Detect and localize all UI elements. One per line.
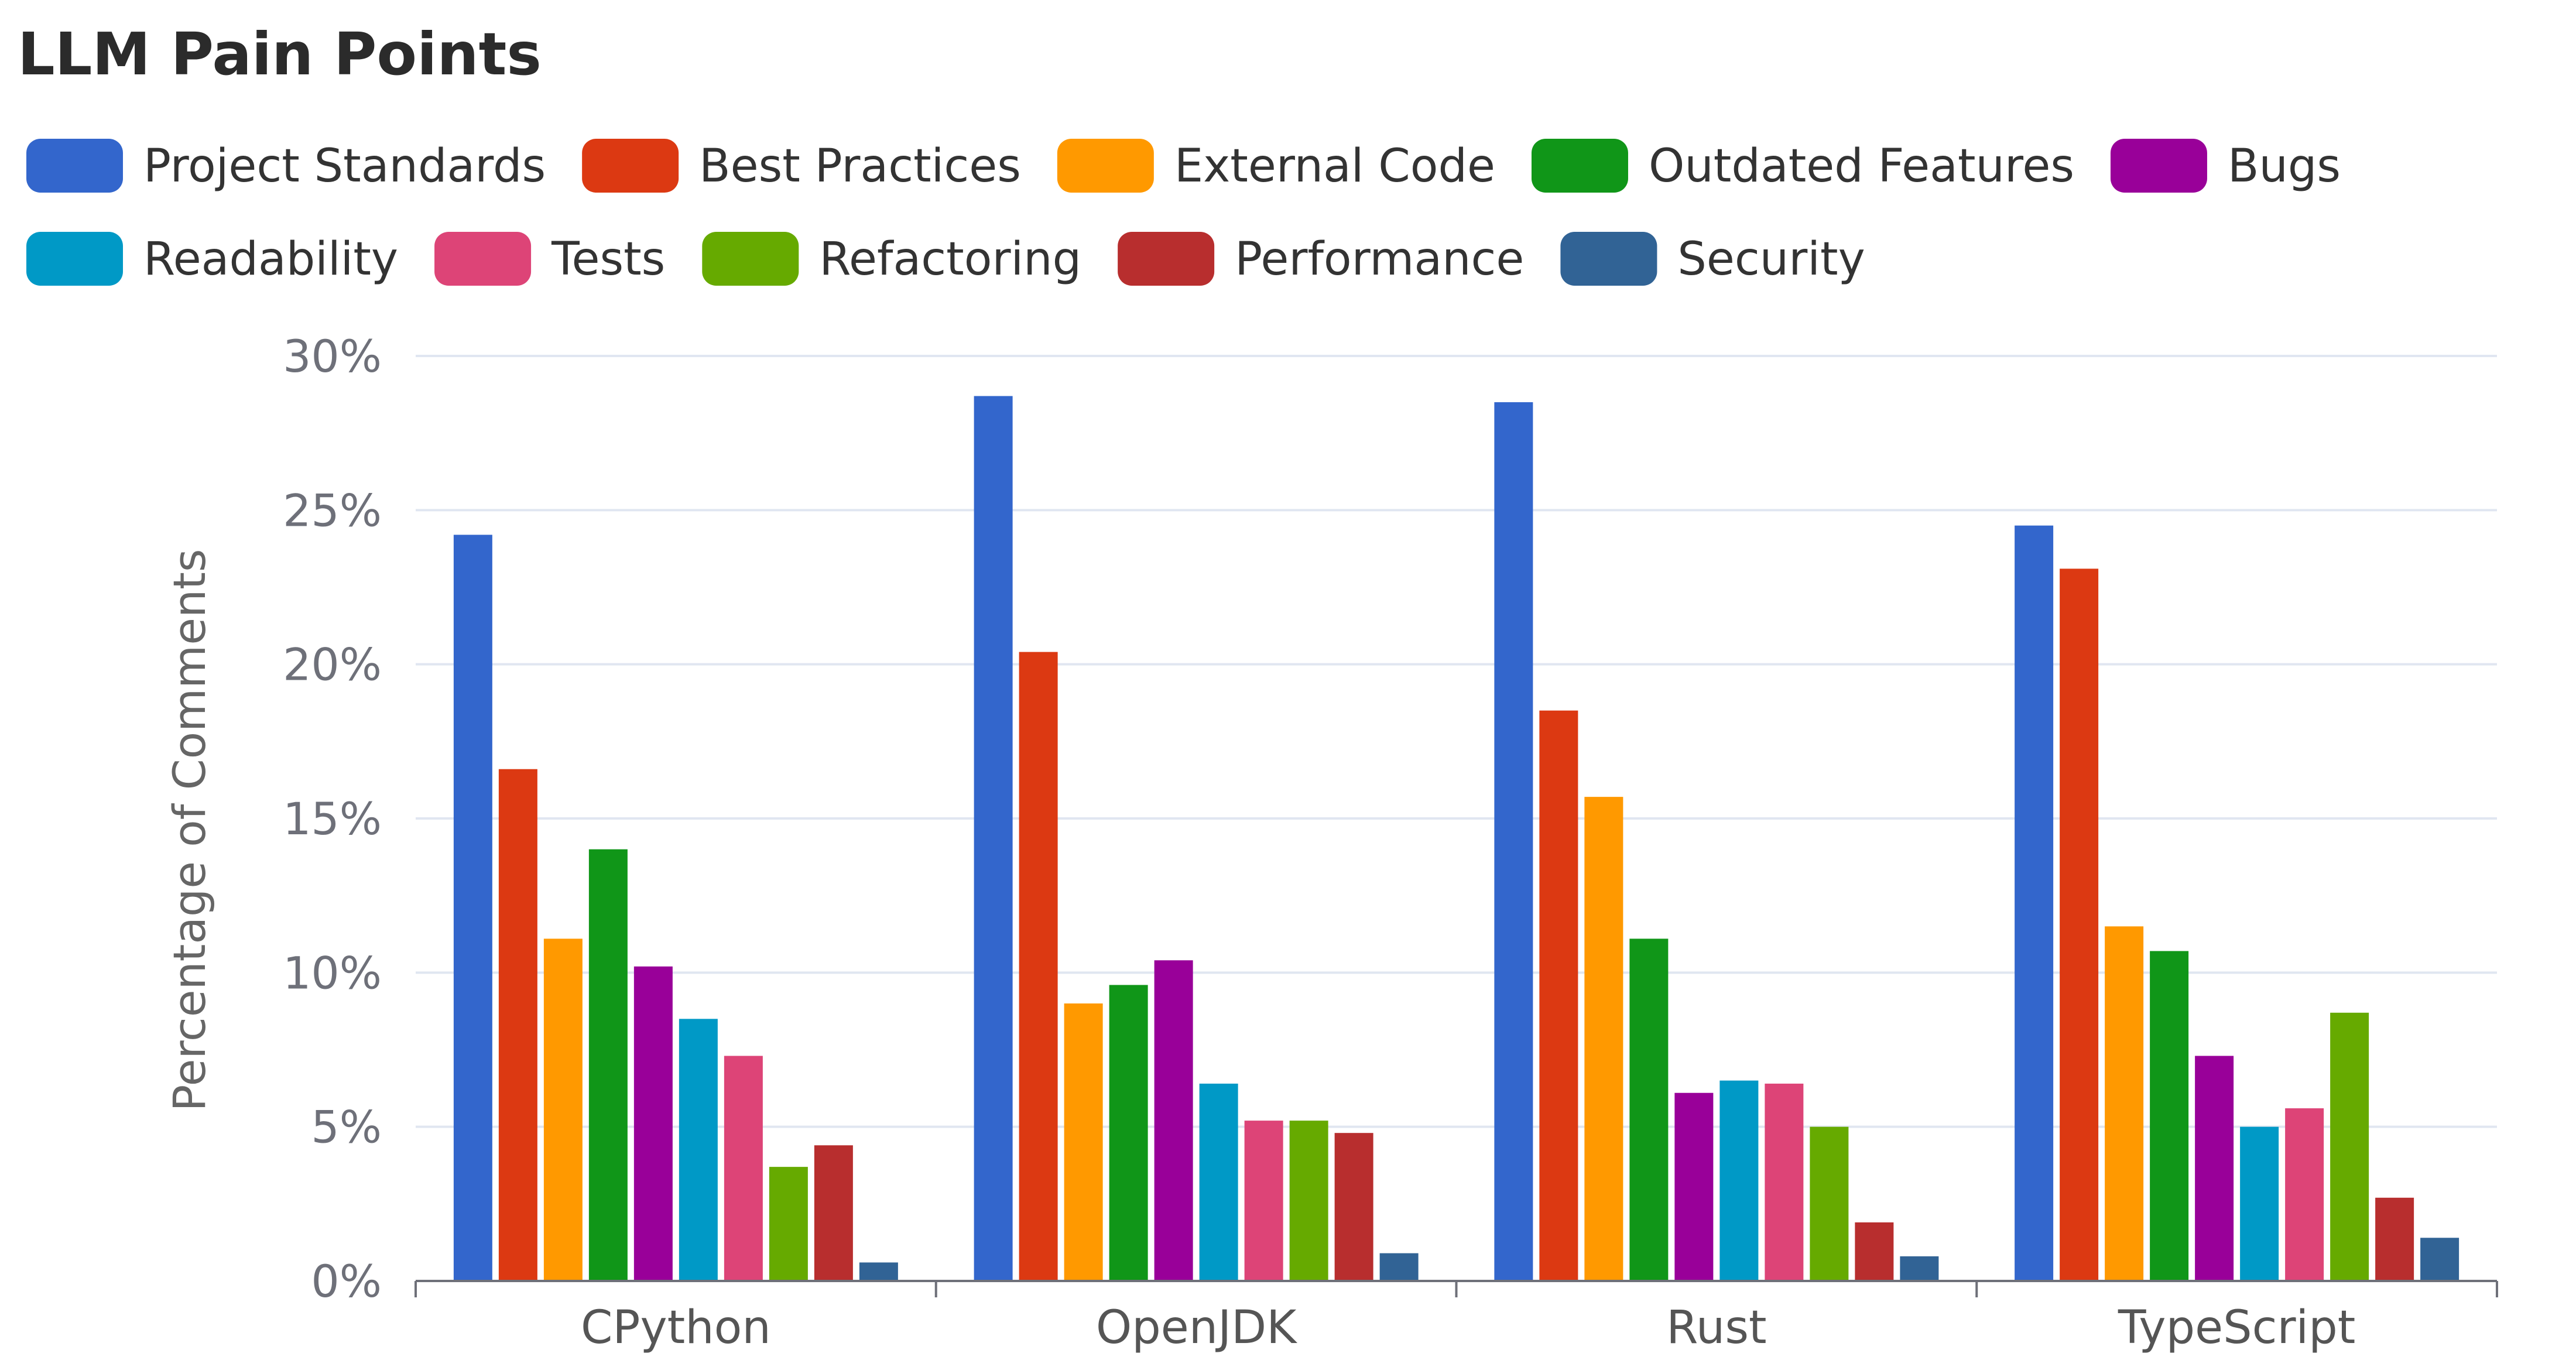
legend-item-project-standards[interactable]: Project Standards [26, 139, 546, 193]
y-tick-label-5: 5% [311, 1101, 382, 1153]
legend-item-refactoring[interactable]: Refactoring [702, 232, 1081, 286]
bar-typescript-project-standards [2015, 525, 2054, 1281]
bar-cpython-refactoring [769, 1167, 808, 1281]
legend-item-external-code-label: External Code [1174, 140, 1495, 193]
bar-rust-security [1900, 1256, 1939, 1281]
bar-rust-external-code [1584, 797, 1623, 1281]
bar-cpython-external-code [543, 938, 583, 1281]
legend-item-bugs-label: Bugs [2228, 140, 2341, 193]
y-axis: 0% 5% 10% 15% 20% 25% 30% [283, 330, 382, 1307]
y-axis-label: Percentage of Comments [163, 549, 215, 1111]
legend-item-best-practices-label: Best Practices [699, 140, 1021, 193]
bar-rust-refactoring [1810, 1126, 1849, 1281]
legend-item-bugs-swatch [2110, 139, 2207, 193]
bar-rust-best-practices [1539, 710, 1578, 1281]
legend-item-readability-swatch [26, 232, 123, 286]
legend-item-external-code[interactable]: External Code [1057, 139, 1495, 193]
bar-openjdk-bugs [1154, 960, 1193, 1281]
legend-item-project-standards-swatch [26, 139, 123, 193]
bar-rust-performance [1855, 1222, 1894, 1281]
legend-item-best-practices-swatch [582, 139, 679, 193]
legend-item-performance[interactable]: Performance [1118, 232, 1524, 286]
y-tick-label-10: 10% [283, 947, 382, 999]
bar-cpython-outdated-features [588, 849, 628, 1281]
legend-item-external-code-swatch [1057, 139, 1154, 193]
bar-openjdk-project-standards [974, 396, 1013, 1281]
bar-typescript-security [2420, 1238, 2459, 1281]
legend-item-best-practices[interactable]: Best Practices [582, 139, 1021, 193]
legend: Project Standards Best Practices External … [26, 139, 2341, 286]
bars [453, 396, 2459, 1281]
bar-cpython-performance [814, 1145, 853, 1281]
bar-typescript-refactoring [2330, 1012, 2369, 1281]
legend-item-security-swatch [1560, 232, 1657, 286]
y-tick-label-25: 25% [283, 484, 382, 536]
bar-openjdk-readability [1199, 1083, 1238, 1281]
bar-rust-outdated-features [1629, 938, 1669, 1281]
bar-rust-bugs [1674, 1092, 1714, 1281]
legend-item-outdated-features-label: Outdated Features [1649, 140, 2074, 193]
x-tick-label-openjdk: OpenJDK [1096, 1301, 1297, 1354]
x-axis: CPython OpenJDK Rust TypeScript [415, 1280, 2498, 1354]
legend-item-tests-swatch [434, 232, 532, 286]
bar-openjdk-refactoring [1289, 1121, 1328, 1281]
y-tick-label-20: 20% [283, 639, 382, 691]
bar-cpython-security [859, 1262, 898, 1281]
bar-cpython-readability [679, 1019, 718, 1281]
x-tick-label-cpython: CPython [581, 1301, 771, 1354]
bar-openjdk-best-practices [1019, 652, 1058, 1281]
chart-title: LLM Pain Points [18, 20, 542, 88]
legend-item-outdated-features-swatch [1531, 139, 1628, 193]
y-tick-label-30: 30% [283, 330, 382, 382]
legend-item-security-label: Security [1677, 233, 1865, 286]
y-tick-label-15: 15% [283, 793, 382, 845]
legend-item-project-standards-label: Project Standards [143, 140, 546, 193]
x-tick-label-rust: Rust [1666, 1301, 1766, 1354]
legend-item-refactoring-swatch [702, 232, 799, 286]
bar-typescript-external-code [2105, 926, 2144, 1281]
bar-typescript-tests [2285, 1108, 2324, 1281]
y-tick-label-0: 0% [311, 1255, 382, 1307]
legend-item-bugs[interactable]: Bugs [2110, 139, 2341, 193]
bar-typescript-best-practices [2060, 568, 2099, 1281]
legend-item-performance-swatch [1118, 232, 1215, 286]
bar-cpython-bugs [633, 966, 673, 1281]
bar-rust-project-standards [1494, 402, 1533, 1281]
legend-item-readability[interactable]: Readability [26, 232, 398, 286]
legend-item-refactoring-label: Refactoring [819, 233, 1081, 286]
legend-item-outdated-features[interactable]: Outdated Features [1531, 139, 2074, 193]
bar-rust-readability [1719, 1080, 1759, 1281]
legend-item-tests[interactable]: Tests [434, 232, 665, 286]
bar-openjdk-tests [1244, 1121, 1283, 1281]
bar-typescript-bugs [2195, 1056, 2234, 1281]
bar-typescript-readability [2240, 1126, 2279, 1281]
legend-item-performance-label: Performance [1235, 233, 1524, 286]
bar-rust-tests [1765, 1083, 1804, 1281]
bar-openjdk-security [1379, 1253, 1419, 1281]
bar-cpython-tests [724, 1056, 763, 1281]
bar-typescript-outdated-features [2150, 951, 2189, 1281]
bar-openjdk-outdated-features [1109, 985, 1148, 1281]
legend-item-readability-label: Readability [143, 233, 398, 286]
bar-openjdk-performance [1334, 1133, 1373, 1281]
x-tick-label-typescript: TypeScript [2118, 1301, 2355, 1354]
bar-openjdk-external-code [1064, 1003, 1103, 1281]
bar-cpython-best-practices [498, 769, 537, 1281]
legend-item-security[interactable]: Security [1560, 232, 1865, 286]
bar-typescript-performance [2375, 1197, 2414, 1281]
bar-cpython-project-standards [453, 535, 492, 1281]
legend-item-tests-label: Tests [551, 233, 665, 286]
